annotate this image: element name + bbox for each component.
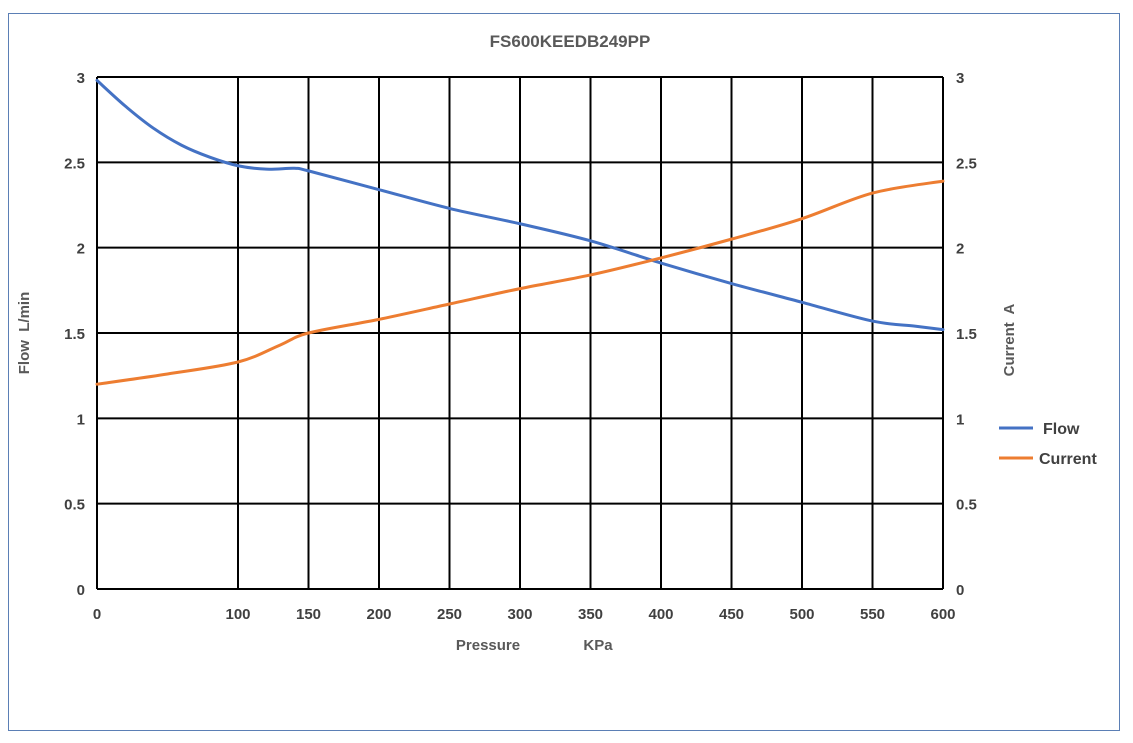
y-tick-label-left: 1.5 <box>64 326 85 343</box>
y-tick-label-right: 1.5 <box>956 326 977 343</box>
y-tick-label-right: 0.5 <box>956 497 977 514</box>
x-tick-label: 400 <box>648 606 673 623</box>
y-axis-label-right: Current A <box>1001 303 1018 376</box>
y-tick-label-left: 2 <box>77 241 85 258</box>
legend: Flow Current <box>999 421 1097 468</box>
series-line-flow <box>95 78 945 332</box>
x-tick-label: 250 <box>437 606 462 623</box>
y-tick-label-left: 1 <box>77 411 85 428</box>
y-tick-label-left: 0 <box>77 582 85 599</box>
y-tick-label-right: 2 <box>956 241 964 258</box>
y-tick-label-left: 2.5 <box>64 155 85 172</box>
series-lines <box>95 78 945 386</box>
legend-label-current: Current <box>1039 451 1097 468</box>
series-line-current <box>95 179 945 386</box>
y-axis-label-left: Flow L/min <box>16 292 33 375</box>
legend-label-flow: Flow <box>1043 421 1080 438</box>
x-tick-label: 200 <box>366 606 391 623</box>
gridlines <box>96 76 944 590</box>
chart-title: FS600KEEDB249PP <box>490 32 651 51</box>
y-tick-label-right: 3 <box>956 70 964 87</box>
x-tick-label: 500 <box>789 606 814 623</box>
y-tick-labels-left: 0 0.5 1 1.5 2 2.5 3 <box>64 70 85 599</box>
x-axis-label: Pressure <box>456 637 520 654</box>
y-tick-label-right: 1 <box>956 411 964 428</box>
x-axis-unit: KPa <box>583 637 613 654</box>
x-tick-label: 100 <box>225 606 250 623</box>
x-tick-label: 300 <box>507 606 532 623</box>
x-tick-labels: 0 100 150 200 250 300 350 400 450 500 550 600 <box>93 606 956 623</box>
x-tick-label: 350 <box>578 606 603 623</box>
y-tick-label-right: 2.5 <box>956 155 977 172</box>
x-tick-label: 550 <box>860 606 885 623</box>
x-tick-label: 600 <box>930 606 955 623</box>
y-tick-label-right: 0 <box>956 582 964 599</box>
y-tick-label-left: 0.5 <box>64 497 85 514</box>
y-tick-label-left: 3 <box>77 70 85 87</box>
x-tick-label: 450 <box>719 606 744 623</box>
x-tick-label: 0 <box>93 606 101 623</box>
y-tick-labels-right: 0 0.5 1 1.5 2 2.5 3 <box>956 70 977 599</box>
chart-frame <box>8 13 1120 731</box>
x-tick-label: 150 <box>296 606 321 623</box>
